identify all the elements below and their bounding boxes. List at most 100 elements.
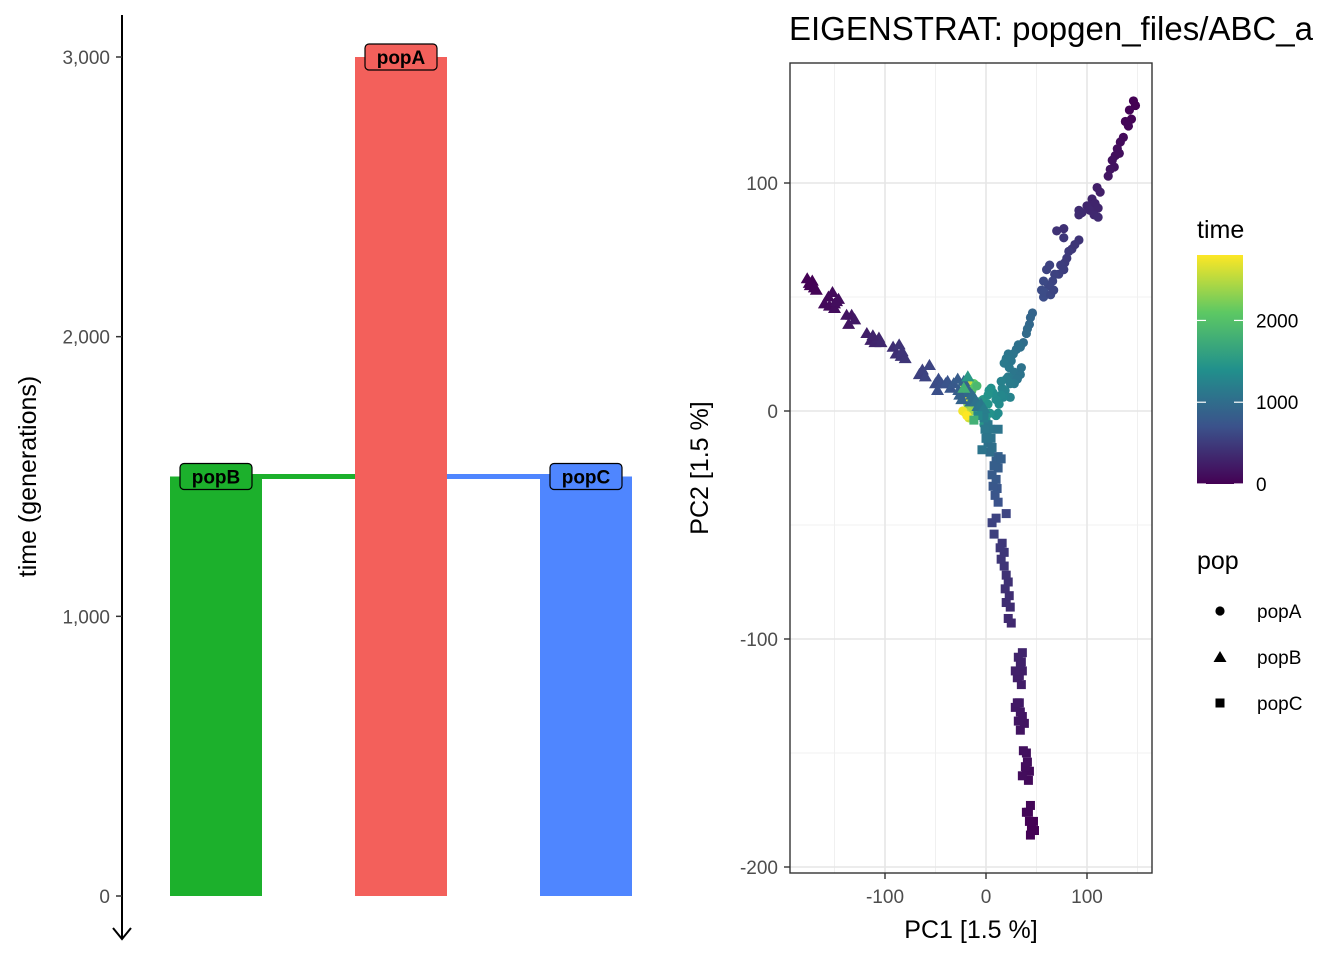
point-popB <box>821 290 835 302</box>
point-popA <box>1114 148 1124 158</box>
point-popC <box>989 461 999 471</box>
point-popB <box>969 395 983 407</box>
point-popA <box>969 379 979 389</box>
point-popC <box>985 447 995 457</box>
point-popA <box>1022 324 1033 334</box>
point-popB <box>830 295 844 307</box>
point-popC <box>1001 570 1011 580</box>
point-popA <box>1003 372 1013 382</box>
point-popB <box>918 370 932 382</box>
point-popB <box>892 338 906 350</box>
colorbar-label: 0 <box>1256 475 1267 496</box>
point-popA <box>988 388 998 398</box>
bar-popA <box>355 57 447 896</box>
point-popC <box>1022 757 1032 767</box>
point-popA <box>1067 244 1077 254</box>
point-popA <box>1006 356 1016 366</box>
point-popA <box>1077 208 1087 218</box>
point-popA <box>1038 276 1049 286</box>
point-popB <box>864 333 878 345</box>
colorbar-label: 1000 <box>1256 393 1298 414</box>
point-popC <box>1010 702 1020 712</box>
point-popA <box>1018 338 1028 348</box>
point-popA <box>1123 121 1134 131</box>
point-popC <box>1017 712 1027 722</box>
point-popA <box>1005 392 1015 402</box>
point-popC <box>993 424 1003 434</box>
label-popB: popB <box>192 468 241 489</box>
point-popA <box>1038 292 1049 302</box>
point-popA <box>967 385 977 396</box>
label-box-popC <box>549 462 623 491</box>
point-popA <box>966 406 976 416</box>
point-popA <box>986 383 996 393</box>
point-popC <box>1013 652 1023 662</box>
point-popB <box>935 377 949 389</box>
point-popA <box>994 399 1004 409</box>
point-popB <box>825 285 839 297</box>
point-popB <box>845 308 859 320</box>
y-tick-label: 1,000 <box>62 607 110 628</box>
point-popB <box>860 326 874 339</box>
point-popA <box>1009 367 1019 377</box>
y-tick-label: 100 <box>746 174 778 195</box>
point-popA <box>1052 226 1062 236</box>
point-popC <box>1013 716 1023 726</box>
point-popA <box>1044 281 1054 291</box>
point-popC <box>1029 826 1039 836</box>
point-popA <box>1085 205 1095 215</box>
point-popC <box>977 445 987 455</box>
point-popB <box>932 372 946 384</box>
point-popA <box>983 390 993 400</box>
point-popA <box>1089 210 1099 220</box>
point-popC <box>1025 800 1035 810</box>
y-tick-label: 3,000 <box>62 48 110 69</box>
point-popA <box>1059 233 1069 243</box>
point-popB <box>840 308 854 320</box>
point-popA <box>1124 105 1135 115</box>
y-tick-label: -100 <box>740 630 778 651</box>
point-popC <box>1021 766 1031 776</box>
point-popB <box>947 377 961 389</box>
point-popA <box>963 399 973 409</box>
point-popC <box>1012 698 1022 708</box>
point-popC <box>1020 762 1030 772</box>
point-popC <box>973 411 983 421</box>
point-popB <box>809 283 823 295</box>
point-popB <box>828 297 841 309</box>
point-popB <box>959 379 973 391</box>
point-popC <box>1014 670 1024 680</box>
point-popA <box>1107 155 1117 165</box>
point-popB <box>957 374 971 386</box>
point-popC <box>1015 659 1025 669</box>
point-popC <box>991 456 1001 466</box>
point-popB <box>953 388 967 400</box>
point-popC <box>990 490 1000 500</box>
point-popC <box>1025 830 1035 840</box>
x-axis-title: PC1 [1.5 %] <box>904 916 1037 944</box>
point-popB <box>868 336 882 348</box>
legend-title-pop: pop <box>1197 547 1239 575</box>
point-popA <box>1049 285 1059 295</box>
point-popC <box>1017 771 1027 781</box>
bar-popB <box>170 476 262 896</box>
point-popA <box>1021 328 1031 339</box>
point-popB <box>931 383 945 396</box>
point-popC <box>1017 666 1027 676</box>
point-popC <box>1000 584 1010 594</box>
point-popA <box>958 406 968 416</box>
point-popC <box>987 518 997 528</box>
point-popC <box>992 484 1002 494</box>
point-popC <box>999 547 1009 557</box>
point-popC <box>1019 718 1029 728</box>
point-popC <box>983 438 993 448</box>
point-popA <box>1056 260 1066 270</box>
point-popB <box>939 377 953 389</box>
point-popB <box>912 368 926 380</box>
point-popA <box>981 415 991 425</box>
point-popB <box>952 383 966 396</box>
point-popA <box>996 390 1006 400</box>
point-popA <box>1109 162 1119 172</box>
point-popA <box>1036 285 1047 295</box>
legend-key-square <box>1215 698 1225 708</box>
